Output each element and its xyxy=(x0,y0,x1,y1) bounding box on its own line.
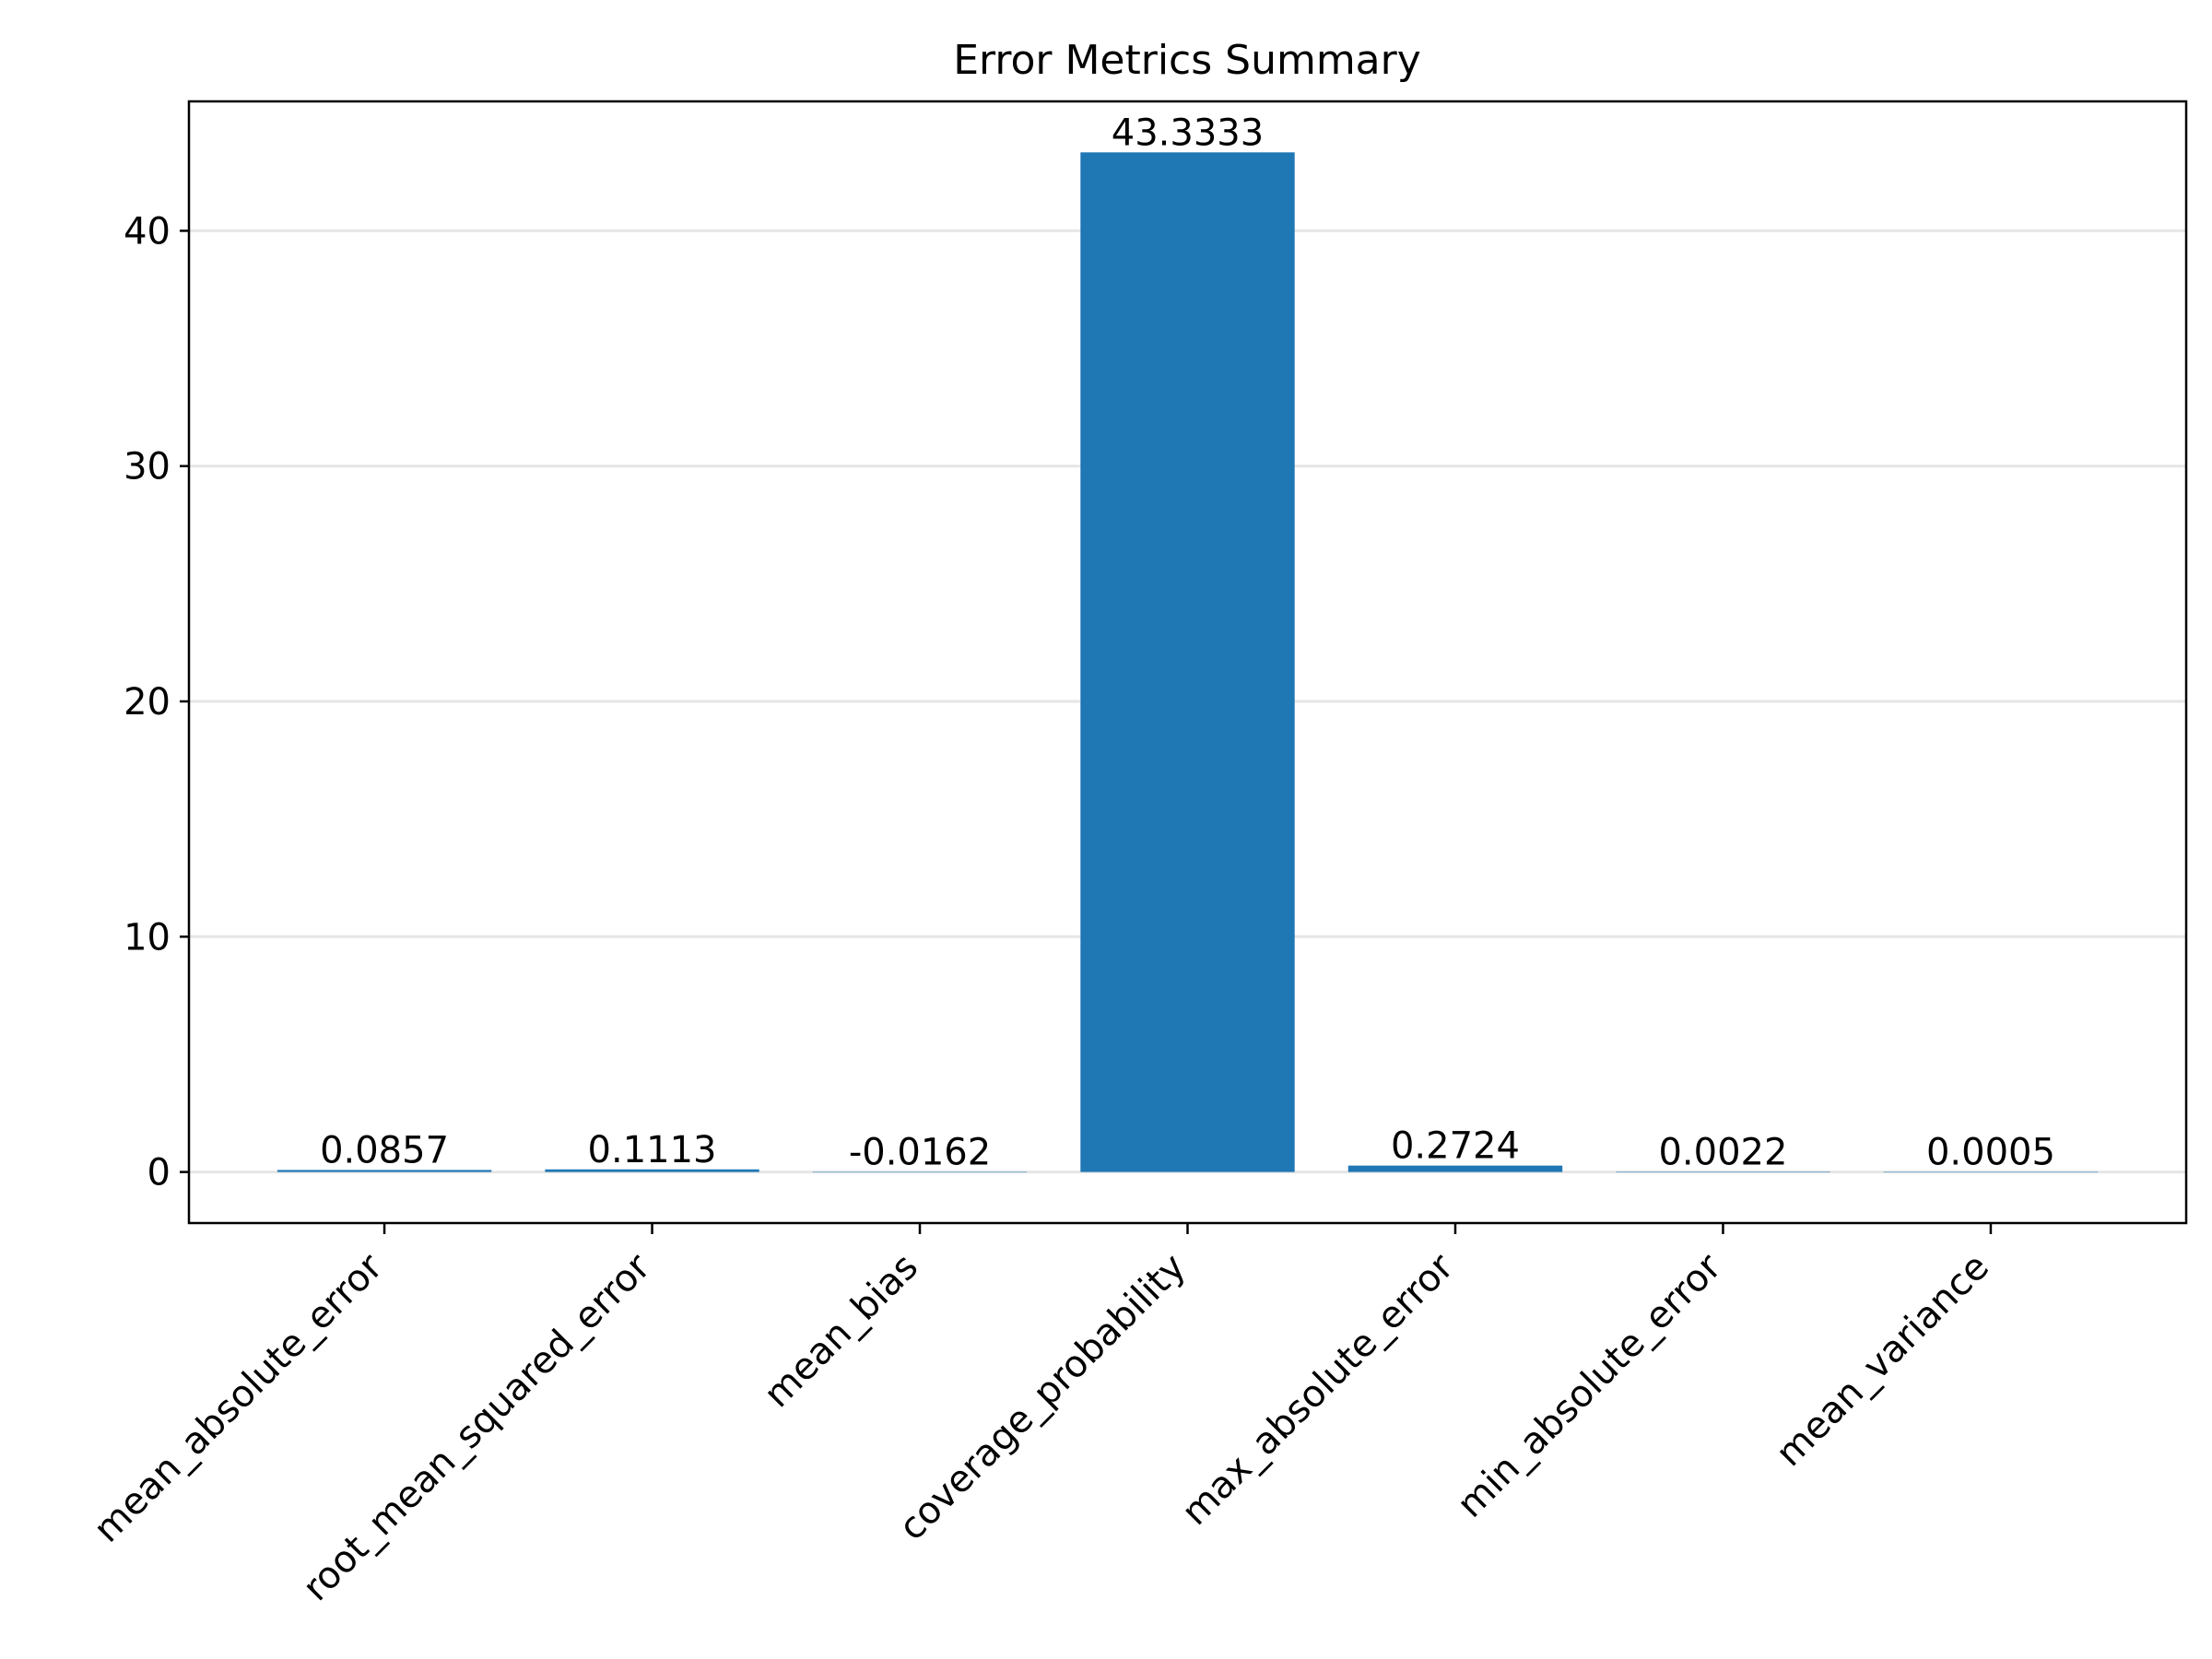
value-label: 43.3333 xyxy=(1112,112,1264,154)
value-labels: 0.0857 0.1113 -0.0162 43.3333 0.2724 0.0022 0.… xyxy=(320,112,2055,1173)
bar xyxy=(812,1171,1028,1173)
bar xyxy=(1080,152,1295,1172)
value-label: -0.0162 xyxy=(849,1132,991,1174)
y-axis-ticks: 0 10 20 30 40 xyxy=(124,210,189,1194)
y-tick-label: 40 xyxy=(124,210,171,253)
y-tick-label: 0 xyxy=(147,1152,171,1194)
value-label: 0.2724 xyxy=(1391,1125,1520,1168)
bar xyxy=(276,1170,492,1172)
bar xyxy=(1347,1165,1563,1172)
value-label: 0.0857 xyxy=(320,1129,449,1171)
y-tick-label: 10 xyxy=(124,916,171,959)
value-label: 0.1113 xyxy=(588,1129,717,1171)
bar xyxy=(1883,1171,2099,1173)
bars xyxy=(276,152,2099,1173)
value-label: 0.0005 xyxy=(1926,1132,2055,1174)
value-label: 0.0022 xyxy=(1658,1132,1787,1174)
bar xyxy=(545,1169,759,1172)
y-tick-label: 30 xyxy=(124,446,171,488)
y-tick-label: 20 xyxy=(124,681,171,724)
chart-title: Error Metrics Summary xyxy=(953,37,1421,84)
bar xyxy=(1616,1171,1830,1173)
